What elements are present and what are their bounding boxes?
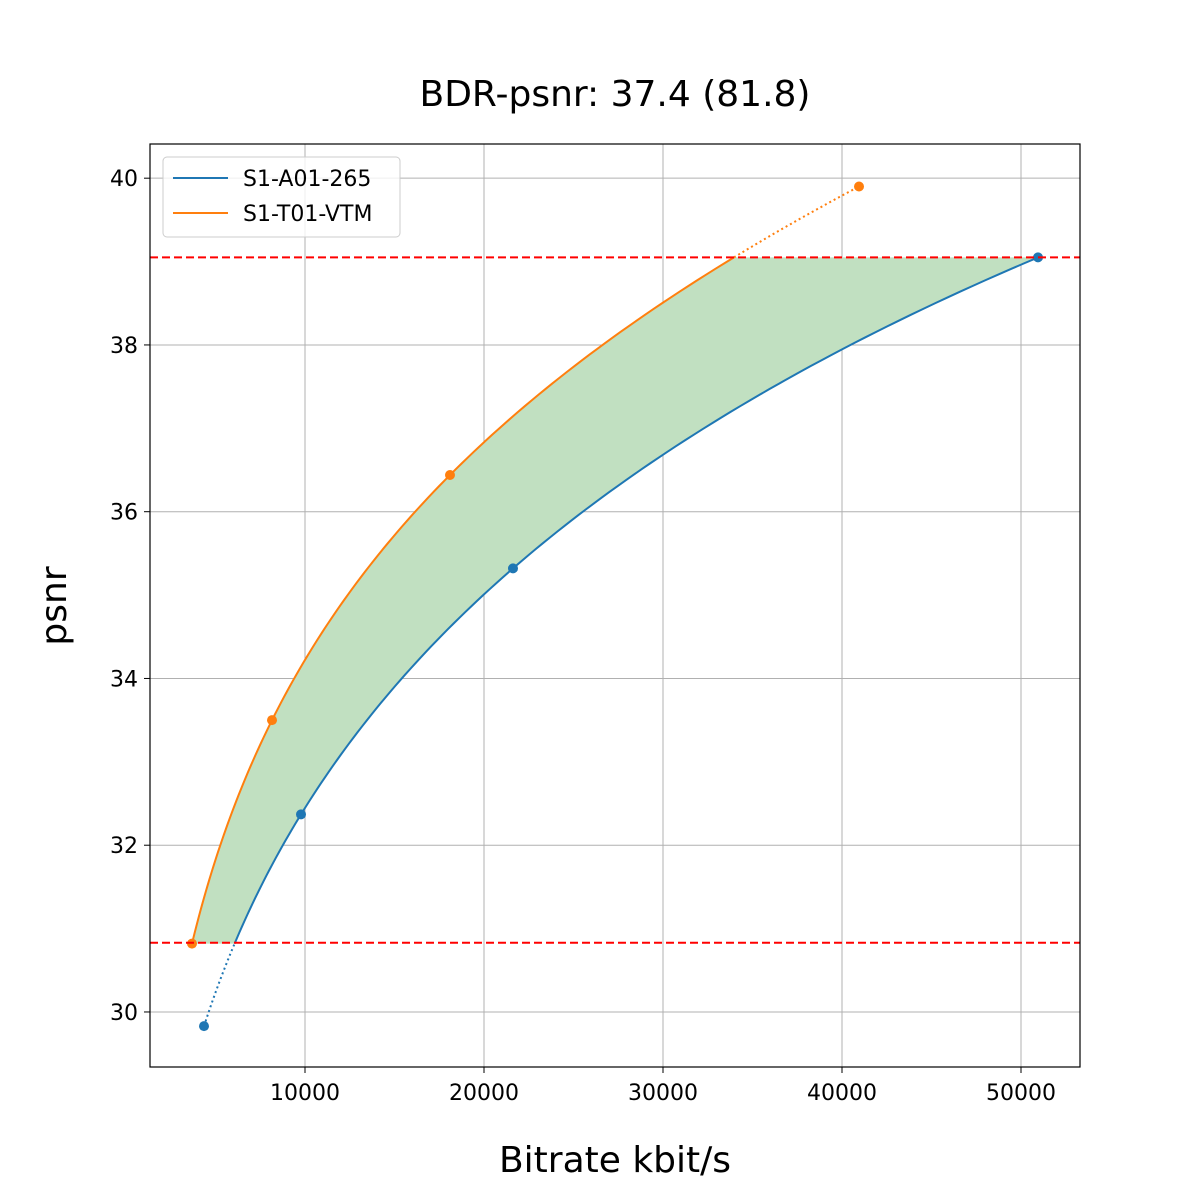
series-extrapolated-segment: [733, 185, 860, 259]
series-line: [191, 256, 735, 944]
y-tick-label: 34: [110, 667, 138, 692]
x-tick-label: 10000: [270, 1081, 340, 1106]
data-point: [199, 1021, 210, 1032]
y-tick-label: 36: [110, 501, 138, 526]
legend-label: S1-A01-265: [243, 167, 371, 192]
data-point: [296, 809, 307, 820]
plot-frame: [149, 143, 1081, 1068]
x-tick-label: 30000: [628, 1081, 698, 1106]
y-tick-label: 30: [110, 1001, 138, 1026]
x-tick-label: 40000: [807, 1081, 877, 1106]
y-tick-label: 32: [110, 834, 138, 859]
chart-title: BDR-psnr: 37.4 (81.8): [420, 74, 811, 115]
fill-between-curves: [191, 257, 1039, 944]
y-axis-label: psnr: [34, 566, 75, 645]
x-axis-label: Bitrate kbit/s: [499, 1140, 731, 1181]
data-point: [507, 563, 518, 574]
x-tick-label: 20000: [449, 1081, 519, 1106]
data-point: [444, 470, 455, 481]
series-extrapolated-segment: [203, 943, 236, 1027]
y-tick-label: 38: [110, 334, 138, 359]
legend: S1-A01-265 S1-T01-VTM: [162, 156, 401, 238]
data-point: [854, 181, 865, 192]
data-point: [267, 715, 278, 726]
y-tick-label: 40: [110, 167, 138, 192]
x-tick-label: 50000: [986, 1081, 1056, 1106]
legend-label: S1-T01-VTM: [243, 202, 372, 227]
series-line: [233, 256, 1039, 944]
